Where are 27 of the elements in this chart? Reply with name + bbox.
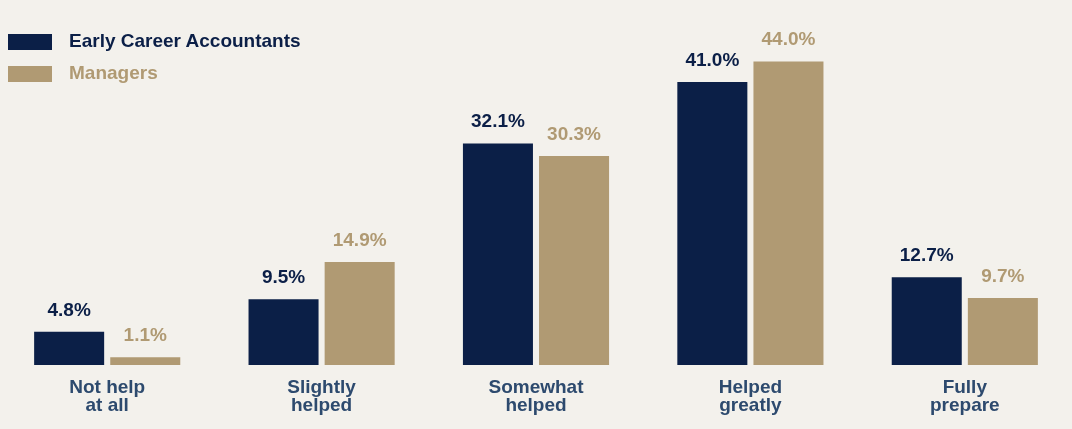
data-label: 14.9% [332,228,387,250]
data-label: 32.1% [471,110,525,132]
bar [462,143,533,365]
bar [110,357,181,365]
legend-label: Early Career Accountants [69,30,301,52]
data-label: 4.8% [47,298,91,320]
x-tick-label: Slightly helped [287,376,357,416]
bar [753,61,824,365]
x-tick-label: Helped greatly [718,376,783,416]
data-label: 41.0% [685,48,740,70]
x-tick-label: Not help at all [69,376,146,416]
bar [677,82,748,365]
bar [967,297,1038,365]
bar [248,299,319,365]
data-label: 12.7% [899,244,954,266]
bar [324,262,395,365]
legend-label: Managers [69,62,158,84]
x-tick-label: Somewhat helped [488,376,585,416]
bar [539,155,610,365]
data-label: 44.0% [761,28,816,50]
x-tick-label: Fully prepare [929,376,1000,416]
data-label: 9.7% [981,264,1025,286]
data-label: 1.1% [123,324,168,346]
data-label: 9.5% [261,266,306,288]
data-label: 30.3% [547,122,602,144]
bar [891,277,962,365]
bar [34,331,105,365]
